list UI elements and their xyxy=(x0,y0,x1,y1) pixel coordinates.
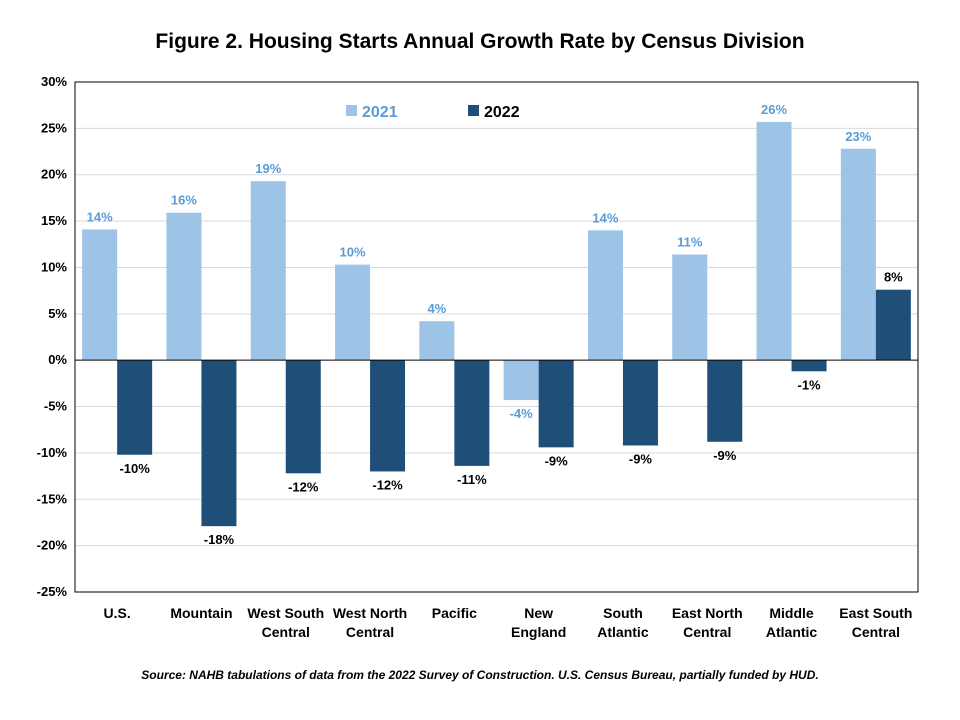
y-tick-label: 30% xyxy=(41,74,67,89)
y-tick-label: -25% xyxy=(37,584,68,599)
data-label-2021-5: -4% xyxy=(510,406,534,421)
x-category-label: South xyxy=(603,605,643,621)
bar-2022-8 xyxy=(791,360,827,372)
data-label-2022-7: -9% xyxy=(713,448,737,463)
y-tick-label: -10% xyxy=(37,445,68,460)
bar-2021-5 xyxy=(503,360,539,401)
data-label-2022-4: -11% xyxy=(457,472,487,487)
x-category-label: East North xyxy=(672,605,743,621)
bar-2021-2 xyxy=(250,181,286,361)
x-category-label: East South xyxy=(839,605,912,621)
source-note: Source: NAHB tabulations of data from th… xyxy=(141,668,818,682)
x-category-label: Pacific xyxy=(432,605,477,621)
bar-2022-5 xyxy=(538,360,574,448)
x-category-label: Atlantic xyxy=(766,624,818,640)
bar-2022-6 xyxy=(622,360,658,446)
x-category-label: Central xyxy=(683,624,731,640)
bar-2022-0 xyxy=(117,360,153,455)
data-label-2021-6: 14% xyxy=(592,210,618,225)
x-category-label: Atlantic xyxy=(597,624,649,640)
legend-swatch-2022 xyxy=(468,105,479,116)
y-tick-label: 15% xyxy=(41,213,67,228)
data-label-2021-1: 16% xyxy=(171,193,197,208)
bar-2021-4 xyxy=(419,321,455,361)
y-tick-label: -15% xyxy=(37,491,68,506)
legend-label-2021: 2021 xyxy=(362,104,398,121)
data-label-2021-7: 11% xyxy=(677,234,703,249)
x-category-label: Central xyxy=(346,624,394,640)
bar-2021-1 xyxy=(166,212,202,361)
data-label-2022-3: -12% xyxy=(372,477,403,492)
data-label-2022-2: -12% xyxy=(288,479,319,494)
y-tick-label: 5% xyxy=(48,306,67,321)
y-tick-label: 10% xyxy=(41,259,67,274)
bar-2022-9 xyxy=(875,289,911,361)
data-label-2021-3: 10% xyxy=(340,245,366,260)
data-label-2022-8: -1% xyxy=(797,377,821,392)
bar-2021-7 xyxy=(672,254,708,361)
legend-swatch-2021 xyxy=(346,105,357,116)
bar-2021-0 xyxy=(82,229,118,361)
data-label-2022-0: -10% xyxy=(119,461,150,476)
bars xyxy=(82,121,911,527)
data-label-2022-5: -9% xyxy=(545,453,569,468)
bar-2022-4 xyxy=(454,360,490,466)
y-tick-label: 20% xyxy=(41,167,67,182)
data-label-2022-6: -9% xyxy=(629,451,653,466)
x-category-label: Central xyxy=(852,624,900,640)
plot-area-frame xyxy=(74,81,919,593)
bar-2022-1 xyxy=(201,360,237,527)
y-tick-label: -5% xyxy=(44,399,68,414)
x-category-label: New xyxy=(524,605,553,621)
legend-label-2022: 2022 xyxy=(484,104,520,121)
x-category-label: Mountain xyxy=(170,605,232,621)
x-category-label: West South xyxy=(247,605,324,621)
data-label-2021-0: 14% xyxy=(87,209,113,224)
bar-2021-3 xyxy=(335,264,371,361)
data-label-2021-8: 26% xyxy=(761,102,787,117)
y-axis-ticks: 30% 25% 20% 15% 10% 5% 0% -5% -10% -15% -20% -25% xyxy=(37,74,68,599)
y-tick-label: 0% xyxy=(48,352,67,367)
bar-2022-7 xyxy=(707,360,743,442)
data-label-2021-4: 4% xyxy=(427,301,446,316)
data-label-2022-9: 8% xyxy=(884,270,903,285)
data-label-2021-2: 19% xyxy=(255,161,281,176)
x-category-label: Middle xyxy=(769,605,814,621)
data-labels: 14% 16% 19% 10% 4% -4% 14% 11% 26% 23% -10% -18% -12… xyxy=(87,102,904,547)
bar-2021-6 xyxy=(587,230,623,361)
x-category-label: Central xyxy=(262,624,310,640)
bar-2021-9 xyxy=(840,148,876,361)
x-category-label: England xyxy=(511,624,566,640)
bar-2022-3 xyxy=(370,360,406,472)
x-category-label: U.S. xyxy=(104,605,131,621)
bar-2022-2 xyxy=(285,360,321,474)
y-tick-label: 25% xyxy=(41,120,67,135)
legend: 2021 2022 xyxy=(346,104,520,121)
data-label-2022-1: -18% xyxy=(204,532,235,547)
x-axis-categories: U.S. Mountain West South Central West North C… xyxy=(104,605,913,640)
x-category-label: West North xyxy=(333,605,407,621)
y-tick-label: -20% xyxy=(37,538,68,553)
bar-2021-8 xyxy=(756,121,792,361)
chart-title: Figure 2. Housing Starts Annual Growth R… xyxy=(155,30,804,53)
data-label-2021-9: 23% xyxy=(845,129,871,144)
